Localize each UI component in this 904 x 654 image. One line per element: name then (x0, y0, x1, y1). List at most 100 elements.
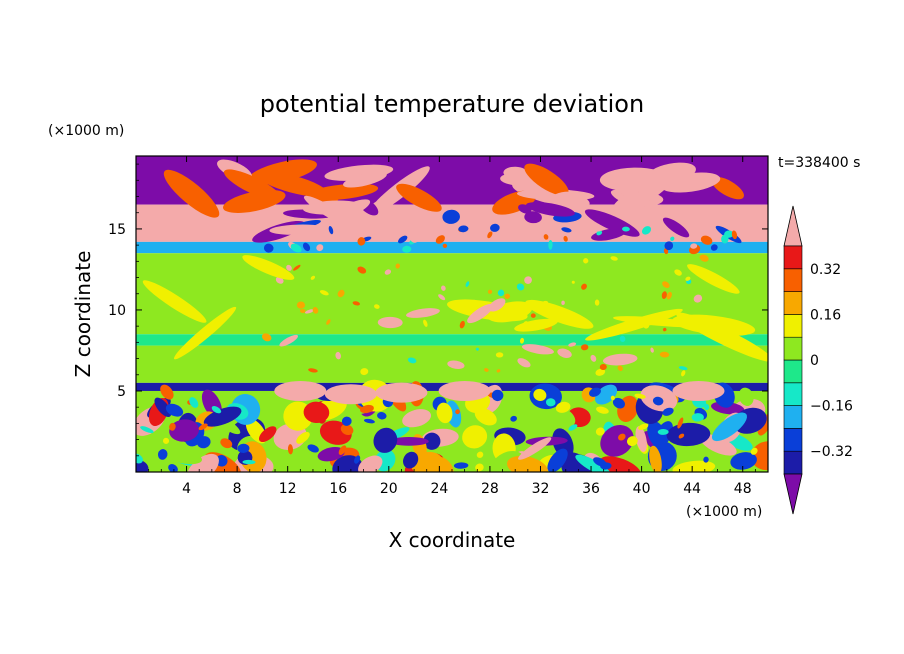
field-texture (690, 243, 698, 249)
field-texture (279, 334, 298, 347)
field-texture (563, 235, 568, 242)
field-texture (363, 418, 375, 424)
colorbar-swatch (783, 291, 803, 315)
field-texture (453, 462, 469, 469)
field-texture (487, 289, 493, 294)
field-texture (463, 227, 511, 239)
colorbar-tick-label: 0.32 (810, 262, 841, 278)
field-texture (186, 453, 219, 472)
field-texture (516, 283, 525, 291)
field-texture (312, 307, 319, 314)
field-texture (610, 395, 615, 401)
y-tick-label: 10 (108, 303, 126, 319)
field-texture (543, 234, 549, 240)
field-texture (555, 401, 571, 413)
contour-field (136, 156, 768, 472)
field-texture (579, 236, 587, 241)
field-texture (462, 425, 488, 449)
colorbar-max-arrow (783, 205, 803, 247)
colorbar: 0.32 0.16 0 −0.16 −0.32 (783, 205, 853, 515)
field-texture (324, 384, 377, 405)
x-tick-label: 24 (430, 481, 448, 497)
field-texture (571, 280, 575, 284)
field-texture (257, 171, 328, 197)
field-texture (303, 401, 330, 424)
colorbar-tick-label: 0 (810, 353, 819, 369)
field-texture (662, 217, 690, 238)
field-texture (575, 454, 611, 472)
colorbar-swatch (783, 268, 803, 292)
field-texture (310, 275, 316, 280)
field-texture (519, 337, 525, 344)
field-texture (600, 424, 634, 457)
field-texture (678, 366, 688, 371)
field-texture (548, 240, 553, 250)
field-texture (403, 451, 419, 469)
field-texture (666, 291, 672, 300)
x-tick-label: 40 (633, 481, 651, 497)
field-texture (405, 308, 440, 318)
field-texture (557, 348, 572, 358)
field-texture (617, 365, 623, 372)
field-texture (750, 447, 758, 455)
field-texture (530, 313, 536, 318)
field-band (136, 334, 768, 346)
field-texture (165, 403, 184, 417)
field-texture (580, 344, 589, 351)
field-texture (242, 459, 256, 465)
field-texture (647, 420, 668, 449)
field-texture (700, 222, 706, 231)
field-texture (595, 427, 605, 436)
field-texture (136, 453, 143, 464)
field-texture (503, 166, 528, 179)
field-texture (398, 235, 408, 244)
field-texture (524, 163, 569, 196)
field-texture (142, 280, 207, 323)
field-texture (517, 358, 531, 368)
field-texture (581, 283, 587, 290)
y-axis-title: Z coordinate (71, 251, 95, 378)
field-texture (672, 380, 725, 401)
y-unit-label: (×1000 m) (48, 123, 124, 139)
field-texture (169, 419, 200, 442)
field-texture (375, 382, 428, 403)
field-texture (496, 369, 501, 373)
field-texture (296, 431, 310, 444)
field-texture (476, 451, 484, 458)
field-texture (699, 434, 737, 456)
x-unit-label: (×1000 m) (686, 504, 762, 520)
field-texture (138, 437, 159, 454)
field-texture (157, 449, 168, 460)
field-texture (406, 227, 413, 235)
field-texture (237, 443, 250, 453)
field-texture (609, 180, 654, 208)
field-texture (326, 319, 331, 325)
field-texture (269, 224, 326, 235)
field-texture (677, 417, 684, 429)
field-texture (299, 308, 306, 313)
field-texture (568, 342, 577, 347)
field-texture (533, 388, 547, 401)
field-texture (497, 289, 505, 297)
field-texture (487, 231, 493, 239)
y-tick-label: 15 (108, 222, 126, 238)
x-axis-title: X coordinate (389, 528, 516, 552)
field-texture (731, 230, 738, 240)
time-label: t=338400 s (778, 155, 860, 171)
x-tick-label: 44 (683, 481, 701, 497)
field-texture (196, 436, 211, 449)
field-texture (710, 244, 718, 251)
field-texture (490, 223, 500, 232)
field-texture (514, 318, 558, 332)
field-texture (594, 223, 602, 232)
field-texture (338, 445, 347, 455)
field-texture (169, 422, 176, 431)
field-texture (634, 393, 646, 399)
field-texture (319, 290, 329, 296)
field-texture (373, 427, 398, 453)
field-texture (290, 243, 302, 253)
field-texture (518, 204, 532, 214)
field-texture (162, 448, 203, 465)
field-texture (438, 294, 446, 301)
field-texture (357, 237, 366, 246)
